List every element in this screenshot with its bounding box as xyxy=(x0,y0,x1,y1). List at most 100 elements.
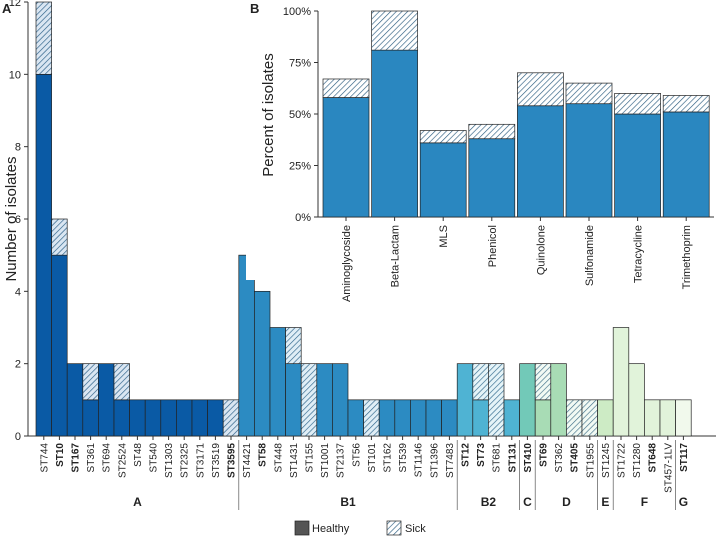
bar-healthy xyxy=(144,399,162,437)
st-label: ST1431 xyxy=(289,443,300,478)
bar-healthy xyxy=(254,290,271,437)
bar-healthy xyxy=(472,399,489,437)
st-label: ST1146 xyxy=(414,443,425,478)
bar-sick xyxy=(534,363,552,401)
bar-healthy xyxy=(425,399,442,437)
st-label: ST694 xyxy=(102,443,113,473)
st-label: ST1396 xyxy=(429,443,440,478)
y-axis-label-a: Number of isolates xyxy=(3,156,20,281)
y-tick-label-b: 50% xyxy=(289,109,311,121)
y-tick-label-b: 100% xyxy=(283,6,311,18)
bar-sick xyxy=(285,327,302,365)
bar-healthy xyxy=(207,399,224,437)
category-label: Quinolone xyxy=(535,225,547,275)
inset-bar-sick xyxy=(322,78,370,98)
bar-healthy xyxy=(394,399,411,437)
inset-bar-healthy xyxy=(517,105,564,218)
st-label: ST117 xyxy=(679,443,690,472)
panel-b-label: B xyxy=(250,1,259,16)
bar-healthy xyxy=(597,399,614,437)
st-label: ST1722 xyxy=(617,443,628,478)
st-label: ST155 xyxy=(305,443,316,473)
legend-label-sick: Sick xyxy=(405,523,426,535)
st-label: ST744 xyxy=(39,443,50,473)
y-tick-label-a: 4 xyxy=(15,286,21,298)
category-label: Aminoglycoside xyxy=(341,225,353,302)
bar-sick xyxy=(566,399,583,437)
group-label: D xyxy=(562,495,571,509)
st-label: ST410 xyxy=(523,443,534,473)
panel-a-label: A xyxy=(2,1,12,16)
legend-swatch-healthy xyxy=(294,520,310,536)
inset-bar-healthy xyxy=(371,49,418,218)
st-label: ST362 xyxy=(554,443,565,473)
bar-healthy xyxy=(675,399,692,437)
bar-sick xyxy=(51,218,68,256)
category-label: Beta-Lactam xyxy=(390,225,402,287)
inset-bar-healthy xyxy=(565,103,613,218)
st-label: ST3171 xyxy=(195,443,206,478)
category-label: Tetracycline xyxy=(633,225,645,283)
bar-sick xyxy=(472,363,489,401)
y-tick-label-a: 0 xyxy=(15,431,21,443)
st-label: ST457-1LV xyxy=(663,443,674,493)
bar-healthy xyxy=(66,363,84,437)
st-label: ST10 xyxy=(55,443,66,467)
bar-healthy xyxy=(269,327,286,437)
inset-bar-sick xyxy=(419,130,467,144)
st-label: ST1303 xyxy=(164,443,175,478)
inset-bar-healthy xyxy=(662,111,710,218)
inset-bar-sick xyxy=(662,95,710,113)
bar-healthy xyxy=(519,363,536,437)
bar-healthy xyxy=(332,363,349,437)
st-label: ST2137 xyxy=(336,443,347,478)
st-label: ST69 xyxy=(539,443,550,467)
st-label: ST539 xyxy=(398,443,409,473)
st-label: ST7483 xyxy=(445,443,456,478)
bar-healthy xyxy=(238,254,255,437)
st-label: ST4421 xyxy=(242,443,253,478)
st-label: ST48 xyxy=(133,443,144,467)
bar-sick xyxy=(35,1,52,75)
st-label: ST162 xyxy=(383,443,394,473)
bar-healthy xyxy=(503,399,520,437)
inset-bar-sick xyxy=(517,72,564,107)
y-axis-label-b: Percent of isolates xyxy=(260,53,277,176)
st-label: ST2524 xyxy=(117,443,128,478)
group-label: E xyxy=(601,495,609,509)
bar-healthy xyxy=(129,399,146,437)
st-label: ST681 xyxy=(492,443,503,473)
bar-healthy xyxy=(98,363,115,437)
bar-healthy xyxy=(659,399,676,437)
st-label: ST405 xyxy=(570,443,581,473)
st-label: ST448 xyxy=(273,443,284,473)
bar-healthy xyxy=(285,363,302,437)
st-label: ST1245 xyxy=(601,443,612,478)
bar-sick xyxy=(488,363,505,437)
bar-sick xyxy=(222,399,240,437)
panel-a: A Number of isolates 0 2 4 6 8 10 12 ST744 ST10 ST1… xyxy=(2,0,716,510)
y-tick-label-a: 6 xyxy=(15,214,21,226)
st-label: ST648 xyxy=(648,443,659,473)
bar-healthy xyxy=(612,327,630,437)
y-tick-label-a: 12 xyxy=(9,0,21,9)
st-label: ST12 xyxy=(461,443,472,467)
category-label: MLS xyxy=(438,225,450,248)
inset-bar-sick xyxy=(614,93,661,115)
legend-label-healthy: Healthy xyxy=(312,523,350,535)
st-label: ST101 xyxy=(367,443,378,473)
bar-healthy xyxy=(378,399,396,437)
bar-healthy xyxy=(191,399,208,437)
panel-b: B Percent of isolates 0% 25% 50% 75% 100% Amino… xyxy=(246,1,716,302)
bar-healthy xyxy=(410,399,427,437)
category-label: Phenicol xyxy=(487,225,499,267)
bar-sick xyxy=(581,399,598,437)
bar-sick xyxy=(300,363,318,437)
st-label: ST3595 xyxy=(227,443,238,478)
st-label: ST1955 xyxy=(585,443,596,478)
group-label: F xyxy=(641,495,648,509)
st-label: ST1280 xyxy=(632,443,643,478)
bar-healthy xyxy=(441,399,458,437)
legend: Healthy Sick xyxy=(294,520,426,536)
